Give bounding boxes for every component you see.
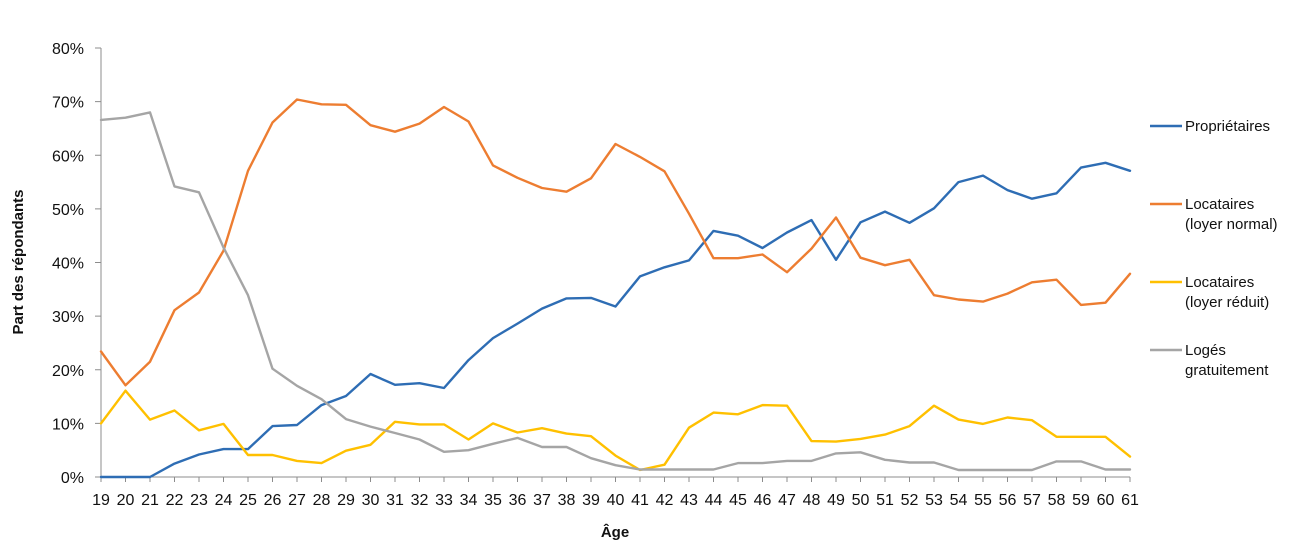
- x-tick-label: 38: [558, 492, 576, 509]
- x-axis-ticks: 19 20 21 22 23 24 25 26 27 28 29 30 31 32 33 34 35 36 37 38…: [92, 477, 1139, 509]
- legend-label: Logés: [1185, 342, 1226, 359]
- y-tick-label: 0%: [61, 470, 84, 487]
- y-tick-label: 80%: [52, 41, 84, 58]
- x-tick-label: 39: [582, 492, 600, 509]
- y-tick-label: 40%: [52, 256, 84, 273]
- x-tick-label: 25: [239, 492, 257, 509]
- x-tick-label: 61: [1121, 492, 1139, 509]
- x-tick-label: 60: [1097, 492, 1115, 509]
- x-tick-label: 33: [435, 492, 453, 509]
- x-tick-label: 43: [680, 492, 698, 509]
- x-tick-label: 58: [1048, 492, 1066, 509]
- x-tick-label: 45: [729, 492, 747, 509]
- legend: Propriétaires Locataires (loyer normal) Loc…: [1150, 118, 1278, 379]
- x-tick-label: 49: [827, 492, 845, 509]
- x-tick-label: 30: [362, 492, 380, 509]
- x-tick-label: 20: [117, 492, 135, 509]
- legend-label: (loyer réduit): [1185, 294, 1269, 311]
- y-tick-label: 70%: [52, 95, 84, 112]
- x-tick-label: 54: [950, 492, 968, 509]
- x-tick-label: 57: [1023, 492, 1041, 509]
- x-tick-label: 24: [215, 492, 233, 509]
- x-tick-label: 47: [778, 492, 796, 509]
- series-line-loges-gratuitement: [99, 111, 1132, 472]
- x-tick-label: 42: [656, 492, 674, 509]
- x-tick-label: 59: [1072, 492, 1090, 509]
- x-axis-title: Âge: [601, 523, 629, 541]
- x-tick-label: 48: [803, 492, 821, 509]
- series-line-locataires-loyer-normal: [99, 98, 1132, 387]
- x-tick-label: 56: [999, 492, 1017, 509]
- y-axis-ticks: 0% 10% 20% 30% 40% 50% 60% 70% 80%: [52, 41, 101, 487]
- x-tick-label: 29: [337, 492, 355, 509]
- legend-label: (loyer normal): [1185, 216, 1278, 233]
- x-tick-label: 35: [484, 492, 502, 509]
- y-axis-title: Part des répondants: [10, 189, 27, 334]
- y-tick-label: 60%: [52, 148, 84, 165]
- x-tick-label: 26: [264, 492, 282, 509]
- x-tick-label: 31: [386, 492, 404, 509]
- y-tick-label: 20%: [52, 363, 84, 380]
- series-line-locataires-loyer-reduit: [99, 389, 1132, 472]
- y-tick-label: 10%: [52, 416, 84, 433]
- x-tick-label: 51: [876, 492, 894, 509]
- x-tick-label: 44: [705, 492, 723, 509]
- series-line-proprietaires: [99, 161, 1132, 479]
- x-tick-label: 55: [974, 492, 992, 509]
- x-tick-label: 28: [313, 492, 331, 509]
- x-tick-label: 52: [901, 492, 919, 509]
- x-tick-label: 40: [607, 492, 625, 509]
- x-tick-label: 37: [533, 492, 551, 509]
- x-tick-label: 34: [460, 492, 478, 509]
- x-tick-label: 32: [411, 492, 429, 509]
- x-tick-label: 50: [852, 492, 870, 509]
- x-tick-label: 41: [631, 492, 649, 509]
- x-tick-label: 21: [141, 492, 159, 509]
- x-tick-label: 27: [288, 492, 306, 509]
- x-tick-label: 53: [925, 492, 943, 509]
- legend-label: Locataires: [1185, 196, 1254, 213]
- series-lines: [99, 98, 1132, 479]
- legend-label: gratuitement: [1185, 362, 1269, 379]
- y-tick-label: 50%: [52, 202, 84, 219]
- legend-label: Propriétaires: [1185, 118, 1270, 135]
- x-tick-label: 19: [92, 492, 110, 509]
- x-tick-label: 23: [190, 492, 208, 509]
- y-tick-label: 30%: [52, 309, 84, 326]
- legend-label: Locataires: [1185, 274, 1254, 291]
- x-tick-label: 46: [754, 492, 772, 509]
- x-tick-label: 36: [509, 492, 527, 509]
- x-tick-label: 22: [166, 492, 184, 509]
